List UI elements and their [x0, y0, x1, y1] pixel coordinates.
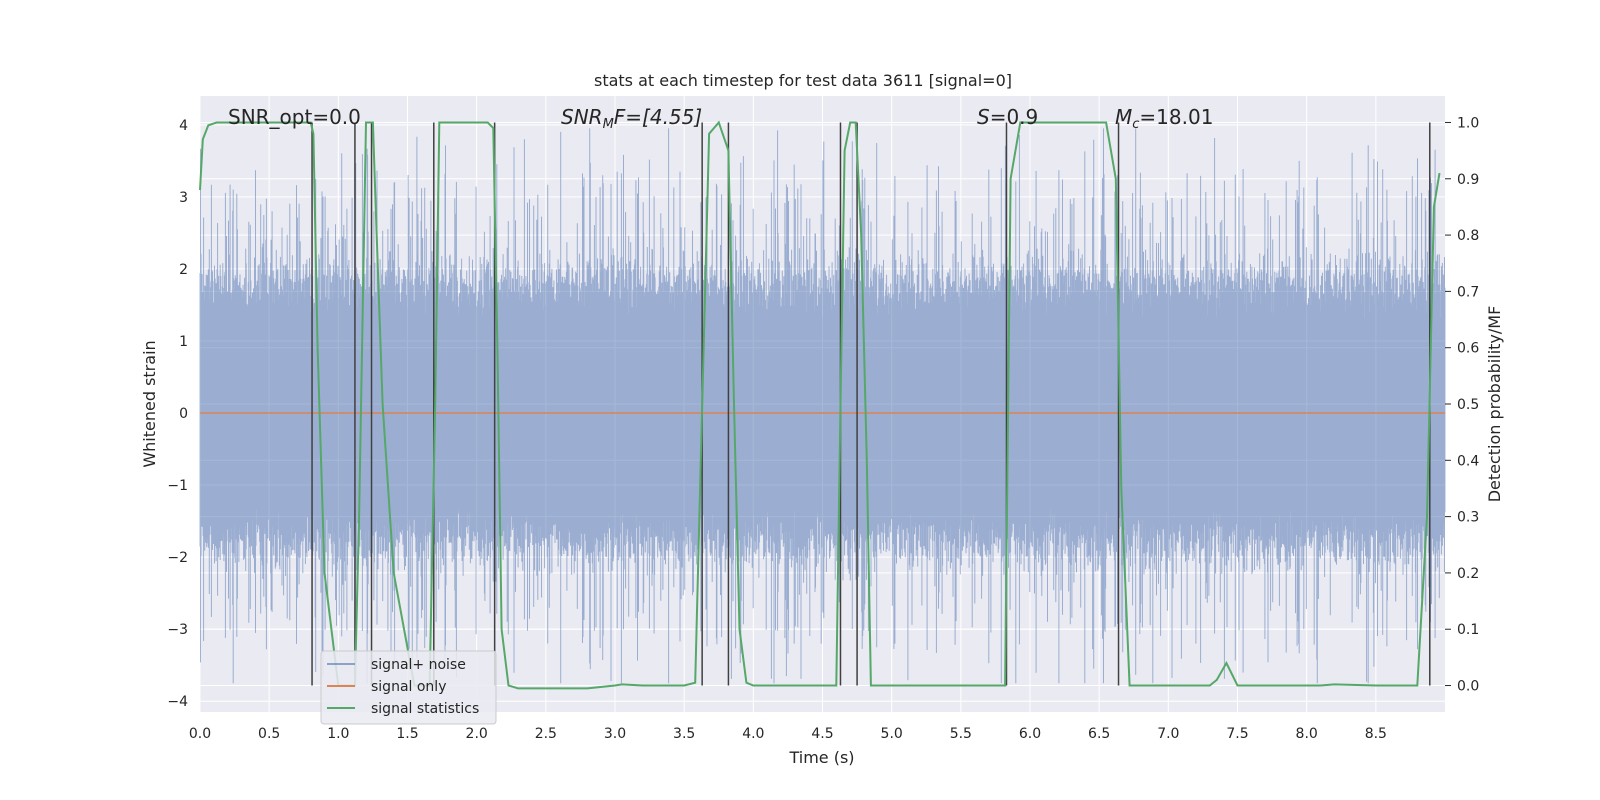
y-right-tick-label: 0.1: [1457, 622, 1479, 638]
y-left-tick-label: −1: [167, 478, 188, 494]
y-axis-right-label: Detection probability/MF: [1485, 306, 1504, 503]
y-left-tick-label: 0: [179, 406, 188, 422]
x-tick-label: 0.5: [258, 726, 280, 742]
legend-box: [320, 650, 497, 725]
x-tick-label: 2.0: [466, 726, 488, 742]
chart-title: stats at each timestep for test data 361…: [594, 71, 1012, 90]
legend-label-statistics: signal statistics: [371, 701, 479, 717]
x-tick-label: 6.0: [1019, 726, 1041, 742]
x-tick-label: 0.0: [189, 726, 211, 742]
x-tick-label: 5.5: [950, 726, 972, 742]
x-tick-label: 8.5: [1365, 726, 1387, 742]
y-right-tick-label: 0.5: [1457, 397, 1479, 413]
y-left-tick-label: 2: [179, 262, 188, 278]
annotation-mc-sub: c: [1132, 117, 1139, 132]
x-tick-label: 8.0: [1296, 726, 1318, 742]
y-right-tick-label: 0.2: [1457, 566, 1479, 582]
y-right-tick-label: 0.6: [1457, 341, 1479, 357]
legend-label-signal-only: signal only: [371, 679, 446, 695]
y-left-tick-label: 1: [179, 334, 188, 350]
signal-noise-series: [199, 128, 1446, 684]
y-left-tick-label: 3: [179, 190, 188, 206]
x-tick-label: 6.5: [1088, 726, 1110, 742]
y-right-tick-label: 0.4: [1457, 453, 1479, 469]
x-tick-label: 5.0: [881, 726, 903, 742]
x-tick-label: 1.5: [396, 726, 418, 742]
x-axis-ticks: 0.0 0.5 1.0 1.5 2.0 2.5 3.0 3.5 4.0 4.5 5.0 5.5 6.0 6…: [189, 726, 1387, 742]
annotation-snr-mf-sub: M: [603, 117, 614, 132]
annotation-snr-mf-rest: F=[4.55]: [614, 105, 702, 129]
y-left-tick-label: −4: [167, 694, 188, 710]
annotation-s: S=0.9: [977, 105, 1038, 129]
annotation-snr-opt: SNR_opt=0.0: [228, 105, 361, 129]
y-right-tick-label: 0.0: [1457, 679, 1479, 695]
x-tick-label: 7.0: [1157, 726, 1179, 742]
annotation-mc-rest: =18.01: [1139, 105, 1213, 129]
x-tick-label: 4.5: [811, 726, 833, 742]
x-tick-label: 3.5: [673, 726, 695, 742]
annotation-snr-mf-main: SNR: [561, 105, 603, 129]
x-tick-label: 1.0: [327, 726, 349, 742]
y-left-tick-label: −2: [167, 550, 188, 566]
x-tick-label: 2.5: [535, 726, 557, 742]
annotation-s-rest: =0.9: [990, 105, 1039, 129]
y-left-tick-label: −3: [167, 622, 188, 638]
x-tick-label: 4.0: [742, 726, 764, 742]
y-right-tick-label: 0.7: [1457, 284, 1479, 300]
annotation-mc-main: M: [1115, 105, 1132, 129]
x-tick-label: 3.0: [604, 726, 626, 742]
statistics-line: [199, 120, 1441, 690]
annotation-s-main: S: [977, 105, 990, 129]
y-axis-left-ticks: 4 3 2 1 0 −1 −2 −3 −4: [167, 118, 188, 710]
y-right-tick-label: 0.8: [1457, 228, 1479, 244]
y-right-tick-label: 0.3: [1457, 510, 1479, 526]
legend-label-noise: signal+ noise: [371, 657, 466, 673]
y-axis-right-ticks: 1.0 0.9 0.8 0.7 0.6 0.5 0.4 0.3 0.2 0.1 0.0: [1445, 115, 1479, 695]
x-tick-label: 7.5: [1226, 726, 1248, 742]
x-axis-label: Time (s): [788, 748, 854, 767]
y-right-tick-label: 1.0: [1457, 115, 1479, 131]
annotation-mc: Mc=18.01: [1115, 105, 1213, 132]
y-left-tick-label: 4: [179, 118, 188, 134]
annotation-snr-mf: SNRMF=[4.55]: [561, 105, 702, 132]
y-axis-left-label: Whitened strain: [140, 340, 159, 467]
signal-statistics-series: [199, 120, 1441, 690]
noise-trace: [199, 128, 1446, 684]
y-right-tick-label: 0.9: [1457, 172, 1479, 188]
legend: signal+ noise signal only signal statist…: [320, 650, 497, 725]
